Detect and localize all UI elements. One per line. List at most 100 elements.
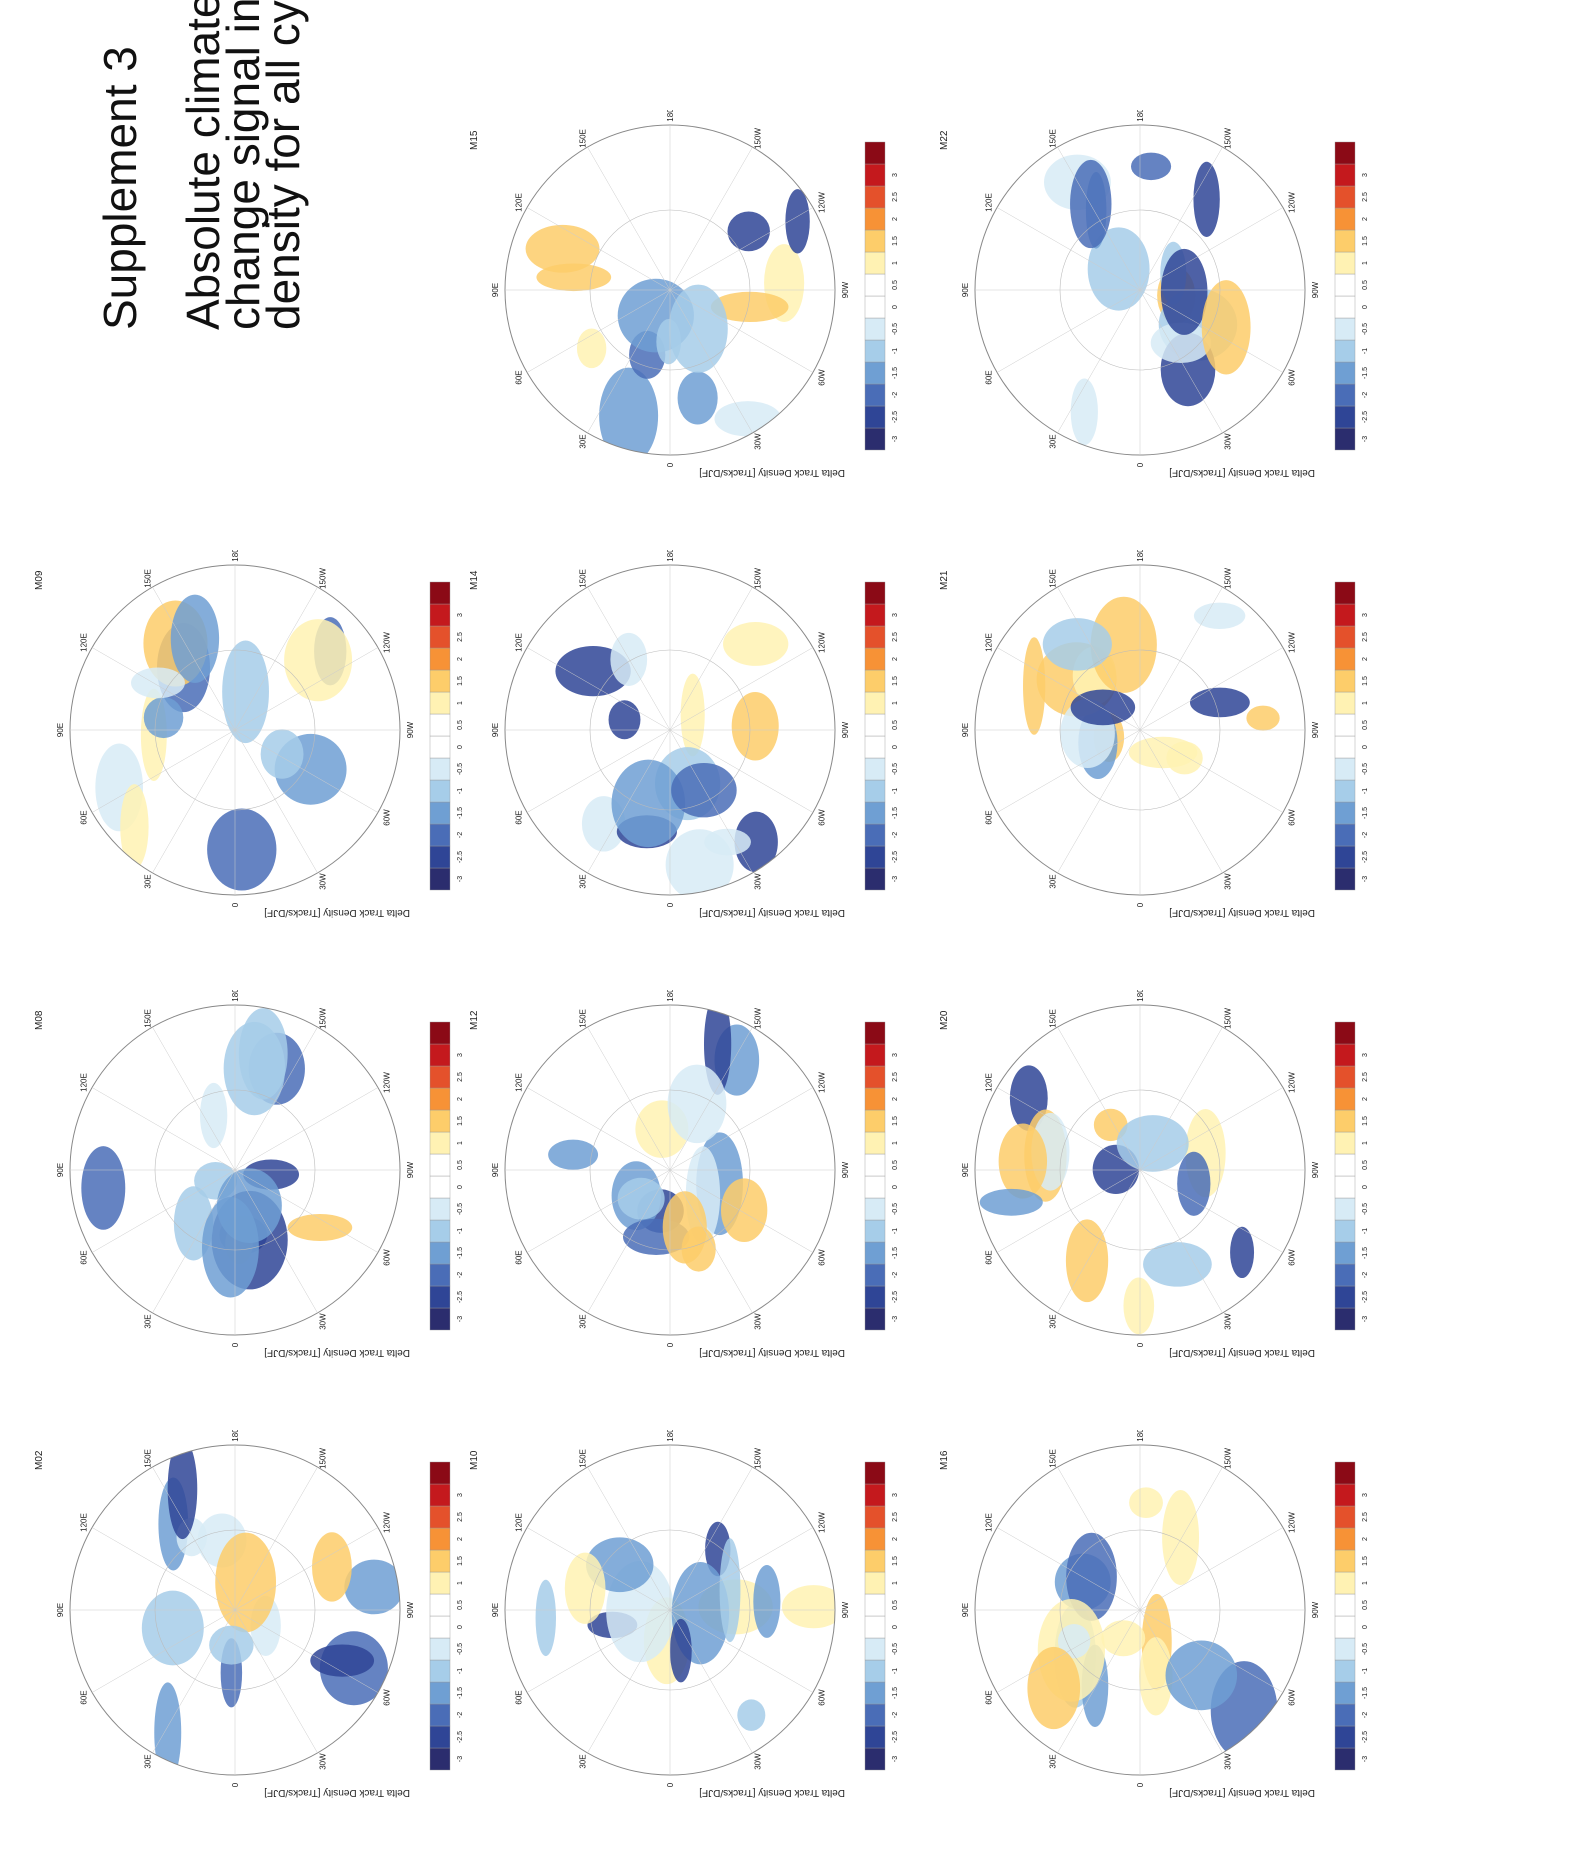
meridian-line	[1139, 1026, 1223, 1171]
longitude-label: 30W	[1224, 1753, 1233, 1770]
colorbar-tick: 0	[1362, 745, 1369, 749]
longitude-label: 150W	[1224, 128, 1233, 149]
polar-map: Delta Track Density [Tracks/DJF]M1090E12…	[469, 1430, 899, 1798]
field-contour	[1101, 1620, 1146, 1657]
map-panel-m02: Delta Track Density [Tracks/DJF] M02 90E 12…	[30, 1430, 470, 1800]
colorbar-tick: -2	[892, 1272, 899, 1278]
colorbar-swatch	[864, 1219, 886, 1243]
longitude-label: 180	[666, 990, 675, 1002]
longitude-label: 150E	[579, 1009, 588, 1028]
colorbar-swatch	[429, 1153, 451, 1177]
longitude-label: 180	[1136, 550, 1145, 562]
longitude-label: 60W	[818, 1249, 827, 1266]
colorbar-tick: -2.5	[1362, 1731, 1369, 1743]
description-line-1: Absolute climate	[177, 0, 229, 330]
longitude-label: 30E	[1049, 1314, 1058, 1328]
longitude-label: 150E	[144, 1449, 153, 1468]
colorbar-swatch	[429, 1593, 451, 1617]
colorbar-swatch	[864, 625, 886, 649]
meridian-line	[152, 586, 236, 731]
meridian-line	[669, 1527, 814, 1611]
field-contour	[170, 594, 220, 683]
longitude-label: 0	[231, 1782, 240, 1787]
panel-ylabel: Delta Track Density [Tracks/DJF]	[1169, 1347, 1315, 1358]
colorbar-tick: 1.5	[457, 1116, 464, 1126]
colorbar-swatch	[1334, 1725, 1356, 1749]
meridian-line	[152, 1466, 236, 1611]
meridian-line	[1057, 289, 1141, 434]
longitude-label: 90W	[1311, 1601, 1320, 1618]
colorbar-tick: -0.5	[457, 1643, 464, 1655]
colorbar-swatch	[1334, 713, 1356, 737]
longitude-label: 60E	[79, 810, 88, 824]
colorbar-tick: -3	[892, 436, 899, 442]
meridian-line	[1139, 1087, 1284, 1171]
colorbar-swatch	[1334, 1571, 1356, 1595]
panel-ylabel: Delta Track Density [Tracks/DJF]	[699, 1347, 845, 1358]
field-contour	[1160, 248, 1208, 335]
colorbar-swatch	[1334, 1659, 1356, 1683]
longitude-label: 120W	[383, 1512, 392, 1533]
meridian-line	[669, 1169, 753, 1314]
colorbar-swatch	[1334, 1219, 1356, 1243]
field-contour	[154, 1682, 182, 1775]
colorbar-tick: -1.5	[1362, 807, 1369, 819]
meridian-line	[1139, 207, 1284, 291]
polar-map: Delta Track Density [Tracks/DJF]M0990E12…	[34, 550, 464, 918]
longitude-label: 120E	[984, 1073, 993, 1092]
colorbar-tick: -0.5	[892, 323, 899, 335]
longitude-label: 180	[1136, 990, 1145, 1002]
field-contour	[1065, 1219, 1109, 1303]
field-contour	[737, 1699, 766, 1731]
meridian-line	[234, 586, 318, 731]
longitude-label: 60E	[514, 1690, 523, 1704]
longitude-label: 60W	[383, 1689, 392, 1706]
colorbar-tick: 1	[457, 701, 464, 705]
map-panel-m10: Delta Track Density [Tracks/DJF] M10 90E 12…	[465, 1430, 905, 1800]
meridian-line	[996, 1169, 1141, 1253]
polar-map: Delta Track Density [Tracks/DJF]M0290E12…	[34, 1430, 464, 1798]
colorbar-tick: 2	[1362, 657, 1369, 661]
field-contour	[998, 1123, 1048, 1199]
longitude-label: 150W	[319, 1448, 328, 1469]
colorbar-swatch	[1334, 383, 1356, 407]
colorbar-swatch	[429, 1681, 451, 1705]
colorbar-tick: -2	[457, 1712, 464, 1718]
colorbar-swatch	[1334, 207, 1356, 231]
colorbar-swatch	[1334, 1153, 1356, 1177]
meridian-line	[152, 729, 236, 874]
field-contour	[1042, 618, 1112, 671]
colorbar-swatch	[1334, 317, 1356, 341]
meridian-line	[1057, 729, 1141, 874]
meridian-line	[996, 1609, 1141, 1693]
longitude-label: 90W	[841, 1601, 850, 1618]
meridian-line	[91, 1527, 236, 1611]
colorbar-tick: -0.5	[892, 1643, 899, 1655]
colorbar-swatch	[1334, 1549, 1356, 1573]
colorbar-tick: 0.5	[1362, 720, 1369, 730]
colorbar-tick: 0	[892, 1625, 899, 1629]
field-contour	[199, 1082, 228, 1149]
field-contour	[608, 700, 641, 740]
colorbar-swatch	[429, 691, 451, 715]
longitude-label: 60E	[79, 1250, 88, 1264]
colorbar-tick: 0.5	[892, 1160, 899, 1170]
colorbar-swatch	[429, 1043, 451, 1067]
field-contour	[312, 1532, 352, 1602]
colorbar-swatch	[1334, 669, 1356, 693]
colorbar-swatch	[864, 251, 886, 275]
longitude-label: 120W	[818, 1512, 827, 1533]
longitude-label: 30W	[1224, 433, 1233, 450]
meridian-line	[1057, 1466, 1141, 1611]
longitude-label: 120W	[383, 1072, 392, 1093]
colorbar-swatch	[1334, 361, 1356, 385]
meridian-line	[669, 1026, 753, 1171]
longitude-label: 0	[231, 1342, 240, 1347]
longitude-label: 30E	[579, 1754, 588, 1768]
colorbar-tick: -2.5	[892, 411, 899, 423]
colorbar-tick: 0.5	[892, 720, 899, 730]
colorbar-swatch	[864, 1681, 886, 1705]
colorbar-swatch	[1334, 1637, 1356, 1661]
colorbar-swatch	[429, 1483, 451, 1507]
polar-map: Delta Track Density [Tracks/DJF]M2190E12…	[939, 550, 1369, 918]
